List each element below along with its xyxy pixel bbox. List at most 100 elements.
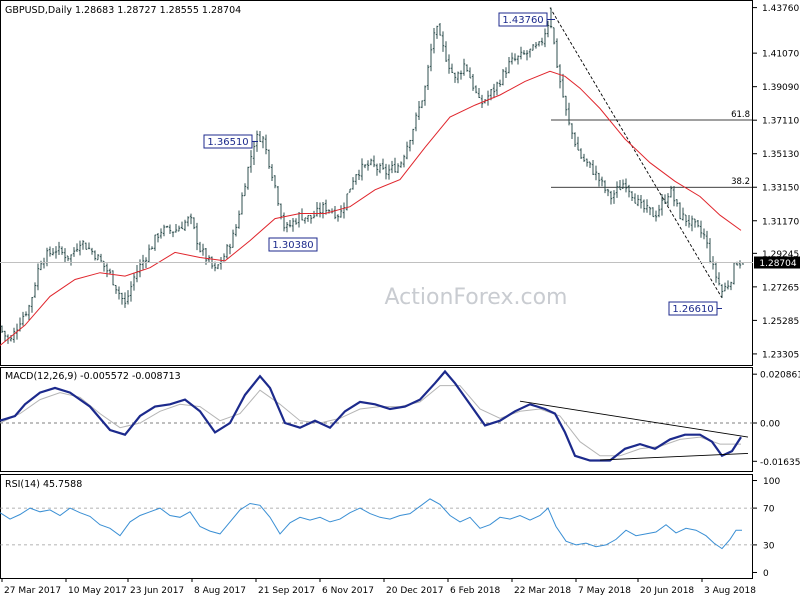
swing-label-text: 1.26610	[672, 304, 713, 315]
candle	[375, 163, 379, 176]
candle	[681, 207, 685, 221]
candle	[390, 160, 394, 174]
candle	[75, 243, 79, 252]
date-tick-label: 20 Dec 2017	[386, 586, 444, 596]
candle	[687, 214, 691, 228]
candle	[57, 241, 61, 256]
candle	[447, 54, 451, 74]
candle	[495, 81, 499, 96]
candle	[309, 214, 313, 224]
candle	[48, 246, 52, 257]
candle	[225, 244, 229, 259]
candle	[471, 74, 475, 91]
candle	[267, 149, 271, 169]
candle	[117, 286, 121, 300]
candle	[465, 64, 469, 72]
macd-label: MACD(12,26,9) -0.005572 -0.008713	[5, 371, 181, 382]
candle	[240, 192, 244, 215]
date-tick-label: 10 May 2017	[68, 586, 127, 596]
candle	[609, 190, 613, 205]
candle	[174, 223, 178, 233]
candle	[459, 70, 463, 80]
candle	[492, 83, 496, 99]
candle	[21, 311, 25, 326]
candle	[315, 201, 319, 217]
diagonal-trendline	[549, 7, 723, 299]
candle	[657, 204, 661, 218]
candle	[651, 207, 655, 218]
candle	[534, 41, 538, 49]
candle	[639, 194, 643, 209]
candle	[723, 282, 727, 292]
candle	[381, 158, 385, 170]
candle	[150, 246, 154, 250]
candle	[378, 163, 382, 174]
candle	[372, 155, 376, 168]
rsi-tick-label: 70	[763, 505, 775, 515]
candle	[450, 63, 454, 74]
candle	[696, 220, 700, 228]
candle	[189, 213, 193, 225]
candle	[423, 85, 427, 106]
candle	[630, 191, 634, 201]
candle	[171, 231, 175, 238]
candle	[672, 186, 676, 207]
candlesticks	[0, 7, 745, 344]
price-tick-label: 1.29245	[762, 250, 799, 260]
candle	[438, 23, 442, 36]
date-axis: 27 Mar 2017 10 May 2017 23 Jun 2017 8 Aug 2…	[1, 578, 756, 596]
candle	[324, 199, 328, 215]
candle	[579, 148, 583, 159]
price-tick-label: 1.39090	[762, 83, 799, 93]
candle	[531, 44, 535, 51]
rsi-tick-label: 0	[763, 569, 769, 579]
candle	[111, 270, 115, 286]
watermark: ActionForex.com	[385, 285, 568, 310]
candle	[351, 177, 355, 190]
candle	[66, 255, 70, 262]
candle	[192, 217, 196, 230]
candle	[201, 243, 205, 256]
candle	[615, 181, 619, 198]
candle	[393, 157, 397, 173]
candle	[27, 304, 31, 321]
rsi-tick-label: 30	[763, 541, 775, 551]
date-tick-label: 27 Mar 2017	[4, 586, 61, 596]
candle	[168, 224, 172, 235]
candle	[660, 193, 664, 216]
candle	[87, 242, 91, 250]
candle	[663, 194, 667, 204]
candle	[384, 163, 388, 180]
date-tick-label: 23 Jun 2017	[130, 586, 184, 596]
candle	[690, 215, 694, 232]
candle	[198, 241, 202, 253]
candle	[285, 221, 289, 233]
date-tick-label: 21 Sep 2017	[258, 586, 315, 596]
moving-average-line	[0, 70, 742, 346]
candle	[270, 164, 274, 181]
candle	[366, 160, 370, 171]
candle	[177, 225, 181, 232]
candle	[504, 67, 508, 79]
candle	[288, 219, 292, 228]
candle	[114, 284, 118, 294]
candle	[243, 183, 247, 197]
candle	[468, 67, 472, 79]
candle	[714, 261, 718, 283]
ohlc-header: GBPUSD,Daily 1.28683 1.28727 1.28555 1.2…	[5, 5, 241, 16]
macd-trendline	[519, 400, 749, 438]
candle	[93, 250, 97, 261]
candle	[510, 52, 514, 65]
candle	[156, 232, 160, 243]
candle	[126, 290, 130, 305]
date-tick-label: 8 Aug 2017	[194, 586, 246, 596]
candle	[618, 180, 622, 191]
candle	[549, 7, 553, 29]
candle	[582, 153, 586, 162]
candle	[561, 73, 565, 98]
candle	[249, 150, 253, 173]
rsi-label: RSI(14) 45.7588	[5, 479, 82, 490]
candle	[594, 165, 598, 181]
candle	[153, 234, 157, 251]
candle	[519, 46, 523, 60]
